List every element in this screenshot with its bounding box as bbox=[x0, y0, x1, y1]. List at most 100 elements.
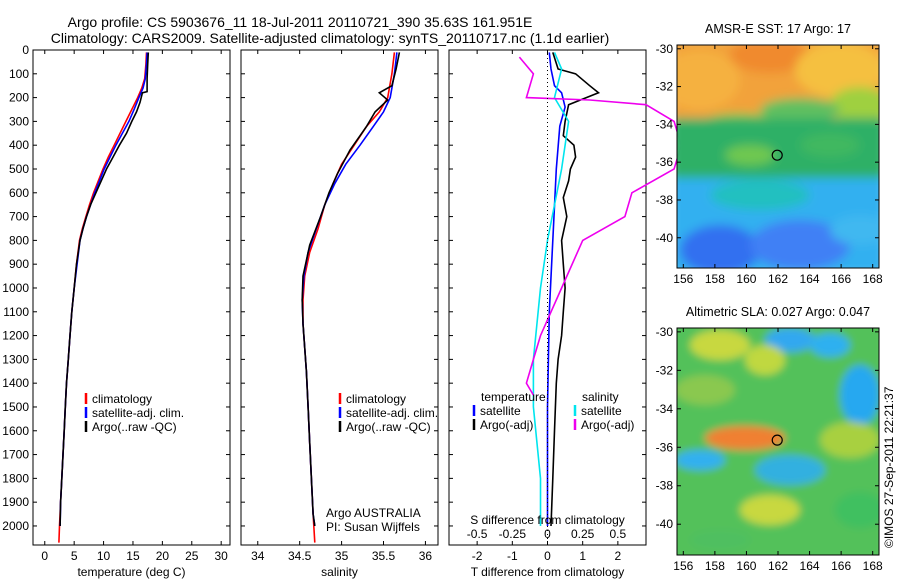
temperature-legend-label: satellite-adj. clim. bbox=[92, 406, 184, 420]
salinity-diff-tick-label: 0.5 bbox=[610, 527, 627, 541]
temperature-xlabel: temperature (deg C) bbox=[77, 565, 185, 579]
temperature-legend-label: climatology bbox=[92, 392, 152, 406]
depth-tick-label: 1600 bbox=[2, 424, 29, 438]
sla-map-lon-label: 158 bbox=[705, 559, 725, 573]
depth-tick-label: 1400 bbox=[2, 376, 29, 390]
depth-tick-label: 1200 bbox=[2, 329, 29, 343]
depth-tick-label: 1100 bbox=[3, 305, 29, 319]
difference-panel: -2 -1 0 1 2 T difference from climatology -0.5… bbox=[448, 49, 683, 579]
salinity-diff-tick-label: -0.5 bbox=[467, 527, 488, 541]
diff-salinity-legend-label: Argo(-adj) bbox=[581, 418, 634, 432]
salinity-legend-label: satellite-adj. clim. bbox=[346, 406, 438, 420]
temperature-xtick-label: 20 bbox=[156, 549, 170, 563]
sla-map-axes: 156 158 160 162 164 166 168 -30 -32 -34 -36 -38 -40 bbox=[656, 325, 883, 573]
salinity-diff-axis-label: S difference from climatology bbox=[470, 513, 625, 527]
sst-map-lon-label: 168 bbox=[863, 272, 883, 286]
sla-map-lon-label: 168 bbox=[863, 559, 883, 573]
sst-map-lon-label: 156 bbox=[673, 272, 693, 286]
sst-map-lon-label: 166 bbox=[831, 272, 851, 286]
salinity-xlabel: salinity bbox=[321, 565, 358, 579]
sst-map-lon-label: 164 bbox=[800, 272, 820, 286]
sst-heatmap-field bbox=[677, 45, 879, 268]
difference-series-salinity-satellite bbox=[532, 52, 570, 526]
difference-series-temperature-argo--adj- bbox=[550, 52, 601, 527]
sst-map-lat-label: -38 bbox=[656, 193, 674, 207]
temperature-xtick-label: 15 bbox=[126, 549, 140, 563]
depth-tick-label: 1800 bbox=[2, 471, 29, 485]
depth-tick-label: 2000 bbox=[2, 519, 29, 533]
difference-xtick-label: -2 bbox=[472, 549, 483, 563]
depth-tick-label: 800 bbox=[9, 233, 29, 247]
temperature-plot-frame bbox=[32, 49, 231, 546]
salinity-xtick-label: 35.5 bbox=[372, 549, 396, 563]
depth-tick-label: 500 bbox=[9, 162, 29, 176]
diff-temperature-legend-label: satellite bbox=[480, 404, 521, 418]
sst-map-lon-label: 158 bbox=[705, 272, 725, 286]
salinity-panel: 34 34.5 35 35.5 36 salinity climatologysatelli… bbox=[240, 49, 439, 579]
sla-map-lon-label: 160 bbox=[736, 559, 756, 573]
sla-map-title: Altimetric SLA: 0.027 Argo: 0.047 bbox=[686, 305, 870, 319]
sst-map-axes: 156 158 160 162 164 166 168 -30 -32 -34 -36 -38 -40 bbox=[656, 42, 883, 286]
salinity-plot-frame bbox=[240, 49, 439, 546]
diff-legend-salinity-header: salinity bbox=[582, 390, 619, 404]
depth-tick-label: 900 bbox=[9, 257, 29, 271]
temperature-xtick-label: 0 bbox=[41, 549, 48, 563]
diff-legend-temperature-header: temperature bbox=[481, 390, 546, 404]
depth-tick-label: 1900 bbox=[2, 495, 29, 509]
diff-temperature-legend-label: Argo(-adj) bbox=[480, 418, 533, 432]
salinity-legend-label: climatology bbox=[346, 392, 406, 406]
depth-tick-label: 1500 bbox=[2, 400, 29, 414]
sla-map-lat-label: -34 bbox=[656, 402, 674, 416]
sst-map-lat-label: -36 bbox=[656, 155, 674, 169]
sst-map-lon-label: 160 bbox=[736, 272, 756, 286]
salinity-xtick-label: 34 bbox=[251, 549, 265, 563]
imos-watermark: ©IMOS 27-Sep-2011 22:21:37 bbox=[882, 386, 896, 548]
sla-map-lat-label: -30 bbox=[656, 325, 674, 339]
temperature-series-argo---raw--qc- bbox=[59, 52, 150, 527]
depth-tick-label: 400 bbox=[9, 138, 29, 152]
difference-xtick-label: 1 bbox=[579, 549, 586, 563]
temperature-xtick-label: 25 bbox=[185, 549, 199, 563]
sla-map-lat-label: -36 bbox=[656, 440, 674, 454]
figure-title-line2: Climatology: CARS2009. Satellite-adjuste… bbox=[51, 30, 609, 46]
float-pi-label: PI: Susan Wijffels bbox=[326, 520, 420, 534]
salinity-diff-tick-label: 0.25 bbox=[571, 527, 595, 541]
sla-map-lon-label: 162 bbox=[768, 559, 788, 573]
salinity-diff-tick-label: -0.25 bbox=[499, 527, 527, 541]
sst-map-panel: AMSR-E SST: 17 Argo: 17 bbox=[656, 22, 883, 286]
salinity-xtick-label: 35 bbox=[335, 549, 349, 563]
difference-series-temperature-satellite bbox=[546, 52, 566, 526]
difference-xtick-label: 2 bbox=[615, 549, 622, 563]
depth-tick-label: 1700 bbox=[2, 448, 29, 462]
salinity-xtick-label: 36 bbox=[419, 549, 433, 563]
temperature-xtick-label: 5 bbox=[71, 549, 78, 563]
difference-xtick-label: 0 bbox=[544, 549, 551, 563]
temperature-panel: 0 5 10 15 20 25 300100200300400500600700800900… bbox=[2, 43, 231, 579]
difference-series-salinity-argo--adj- bbox=[518, 56, 683, 396]
sla-map-panel: Altimetric SLA: 0.027 Argo: 0.047 156 158… bbox=[656, 305, 883, 573]
depth-tick-label: 1000 bbox=[2, 281, 29, 295]
depth-tick-label: 600 bbox=[9, 186, 29, 200]
salinity-legend-label: Argo(..raw -QC) bbox=[346, 420, 431, 434]
salinity-xtick-label: 34.5 bbox=[288, 549, 312, 563]
sst-map-lat-label: -34 bbox=[656, 117, 674, 131]
depth-tick-label: 0 bbox=[22, 43, 29, 57]
temperature-xtick-label: 10 bbox=[97, 549, 111, 563]
sla-heatmap-field bbox=[677, 328, 879, 555]
sla-map-lon-label: 156 bbox=[673, 559, 693, 573]
sla-map-lat-label: -40 bbox=[656, 517, 674, 531]
salinity-series-argo---raw--qc- bbox=[301, 52, 401, 527]
sla-map-lat-label: -38 bbox=[656, 479, 674, 493]
difference-xlabel: T difference from climatology bbox=[471, 565, 625, 579]
sst-map-title: AMSR-E SST: 17 Argo: 17 bbox=[705, 22, 851, 36]
sst-map-lat-label: -30 bbox=[656, 42, 674, 56]
depth-tick-label: 1300 bbox=[2, 352, 29, 366]
diff-salinity-legend-label: satellite bbox=[581, 404, 622, 418]
temperature-legend-label: Argo(..raw -QC) bbox=[92, 420, 177, 434]
depth-tick-label: 700 bbox=[9, 210, 29, 224]
figure-title-line1: Argo profile: CS 5903676_11 18-Jul-2011 … bbox=[68, 14, 533, 30]
depth-tick-label: 100 bbox=[9, 67, 29, 81]
sla-map-lon-label: 166 bbox=[831, 559, 851, 573]
sla-map-lat-label: -32 bbox=[656, 363, 674, 377]
